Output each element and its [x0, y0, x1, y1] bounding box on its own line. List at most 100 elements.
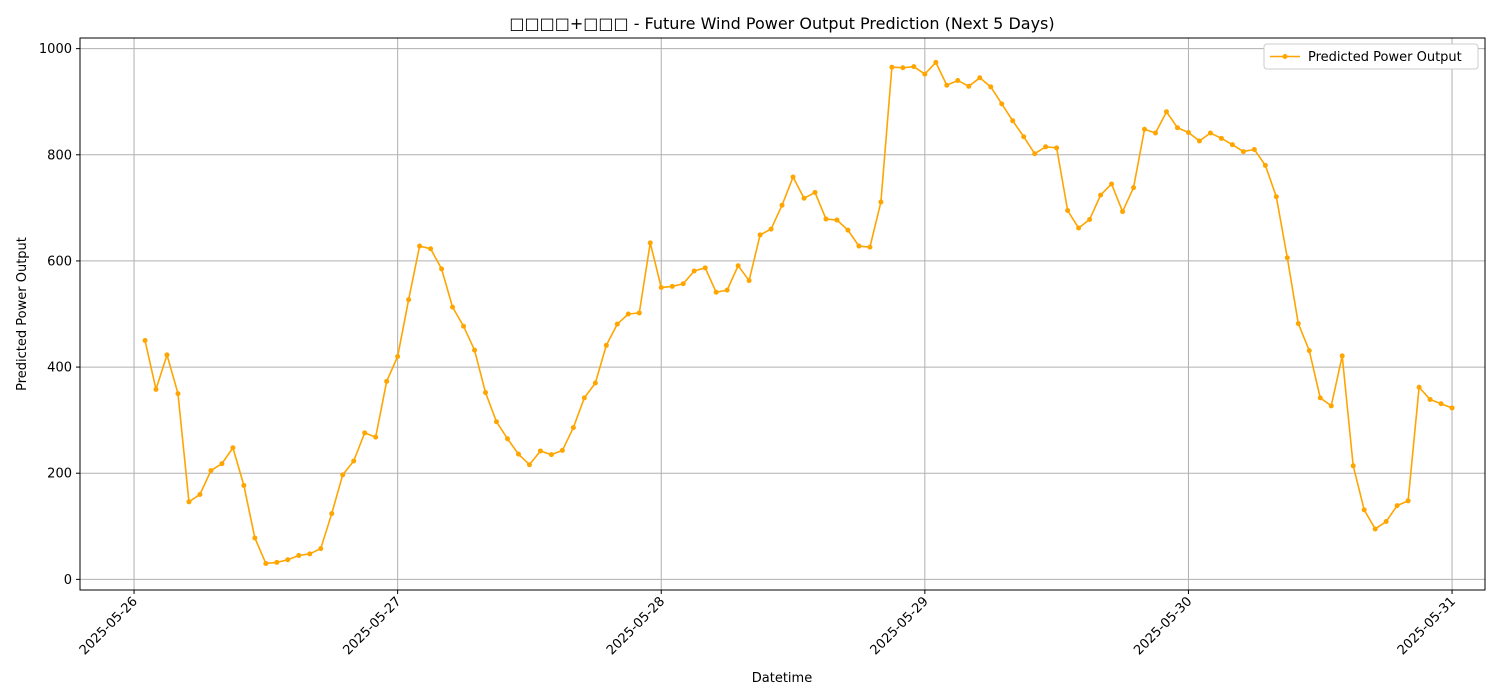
legend: Predicted Power Output [1263, 43, 1479, 70]
data-point [428, 246, 434, 252]
data-point [472, 347, 478, 353]
data-point [988, 84, 994, 90]
data-point [340, 472, 346, 478]
data-point [537, 448, 543, 454]
data-point [1361, 507, 1367, 513]
data-point [1054, 145, 1060, 151]
data-point [1372, 526, 1378, 532]
data-point [219, 461, 225, 467]
x-axis-ticks: 2025-05-26 2025-05-27 2025-05-28 2025-05-29… [77, 590, 1459, 658]
data-point [581, 395, 587, 401]
y-tick-label: 800 [47, 148, 72, 163]
data-point [1438, 401, 1444, 407]
data-point [241, 482, 247, 488]
data-point [1449, 405, 1455, 411]
data-point [142, 338, 148, 344]
data-point [406, 297, 412, 303]
data-point [439, 266, 445, 272]
data-point [1273, 194, 1279, 200]
data-point [1010, 118, 1016, 124]
x-tick-label: 2025-05-29 [868, 594, 932, 658]
data-point [208, 468, 214, 474]
data-point [614, 321, 620, 327]
data-point [834, 217, 840, 223]
y-tick-label: 1000 [39, 42, 72, 57]
data-point [702, 265, 708, 271]
data-point [1218, 135, 1224, 141]
series-points [142, 59, 1455, 566]
data-point [329, 511, 335, 517]
data-point [164, 352, 170, 358]
data-point [944, 82, 950, 88]
data-point [977, 75, 983, 81]
data-point [570, 425, 576, 431]
data-point [812, 189, 818, 195]
data-point [417, 243, 423, 249]
data-point [801, 195, 807, 201]
data-point [1416, 384, 1422, 390]
data-point [373, 434, 379, 440]
data-point [318, 546, 324, 552]
y-tick-label: 400 [47, 361, 72, 376]
data-point [1196, 138, 1202, 144]
data-point [856, 243, 862, 249]
data-point [647, 240, 653, 246]
data-point [461, 323, 467, 329]
data-point [263, 560, 269, 566]
data-point [285, 557, 291, 563]
data-point [724, 287, 730, 293]
data-point [713, 289, 719, 295]
data-point [900, 65, 906, 71]
data-point [197, 491, 203, 497]
data-point [911, 64, 917, 70]
y-tick-label: 200 [47, 467, 72, 482]
data-point [603, 342, 609, 348]
data-point [1405, 498, 1411, 504]
x-tick-label: 2025-05-28 [604, 594, 668, 658]
data-point [186, 499, 192, 505]
data-point [845, 227, 851, 233]
data-point [1295, 321, 1301, 327]
data-point [1109, 181, 1115, 187]
data-point [746, 278, 752, 284]
x-tick-label: 2025-05-30 [1131, 594, 1195, 658]
data-point [175, 391, 181, 397]
data-point [735, 263, 741, 269]
data-point [1153, 130, 1158, 136]
data-point [515, 451, 521, 457]
plot-frame [79, 37, 1486, 591]
data-point [757, 232, 763, 238]
data-point [252, 535, 258, 541]
data-point [1142, 126, 1147, 132]
data-point [779, 202, 785, 208]
data-point [636, 310, 642, 316]
data-point [351, 458, 357, 464]
data-point [483, 390, 488, 396]
data-point [1207, 130, 1213, 136]
legend-entry-label: Predicted Power Output [1308, 50, 1462, 65]
data-point [450, 304, 456, 310]
data-point [1032, 151, 1038, 157]
data-point [395, 353, 401, 359]
data-point [1174, 125, 1180, 131]
data-point [1043, 144, 1049, 150]
data-point [1328, 403, 1334, 409]
data-point [1229, 142, 1235, 148]
chart-title: □□□□+□□□ - Future Wind Power Output Pred… [509, 14, 1054, 33]
data-point [230, 445, 236, 451]
data-point [691, 268, 697, 274]
data-point [1262, 162, 1268, 168]
y-tick-label: 600 [47, 254, 72, 269]
data-point [504, 436, 510, 442]
data-point [1306, 348, 1312, 354]
data-point [1394, 503, 1400, 509]
data-point [889, 64, 895, 70]
data-point [680, 281, 686, 287]
data-point [1350, 463, 1356, 469]
data-point [1131, 185, 1137, 191]
data-point [1076, 225, 1082, 231]
data-point [1427, 396, 1433, 402]
data-point [384, 378, 390, 384]
series-line-predicted-power-output [144, 61, 1453, 565]
